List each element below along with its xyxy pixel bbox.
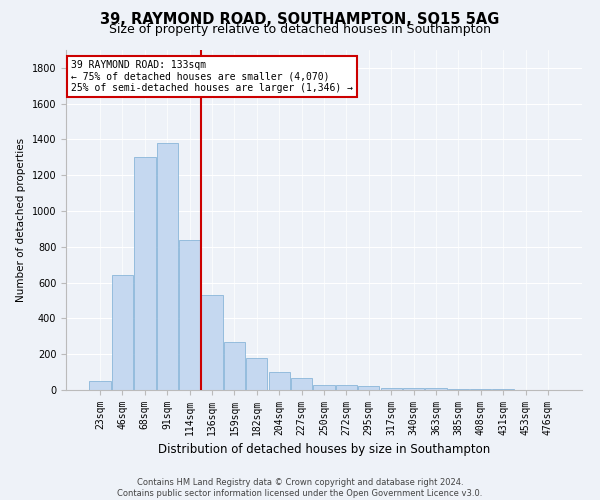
Bar — [89, 381, 111, 390]
Bar — [246, 358, 268, 390]
X-axis label: Distribution of detached houses by size in Southampton: Distribution of detached houses by size … — [158, 444, 490, 456]
Text: 39 RAYMOND ROAD: 133sqm
← 75% of detached houses are smaller (4,070)
25% of semi: 39 RAYMOND ROAD: 133sqm ← 75% of detache… — [71, 60, 353, 94]
Bar — [336, 384, 357, 390]
Text: Size of property relative to detached houses in Southampton: Size of property relative to detached ho… — [109, 22, 491, 36]
Bar — [112, 276, 133, 390]
Bar — [134, 158, 155, 390]
Bar — [403, 388, 424, 390]
Bar — [269, 372, 290, 390]
Bar — [358, 386, 379, 390]
Bar — [493, 389, 514, 390]
Bar — [179, 240, 200, 390]
Bar — [313, 384, 335, 390]
Bar — [291, 378, 312, 390]
Bar — [380, 388, 402, 390]
Bar — [157, 143, 178, 390]
Y-axis label: Number of detached properties: Number of detached properties — [16, 138, 26, 302]
Bar — [448, 389, 469, 390]
Bar — [425, 388, 446, 390]
Text: Contains HM Land Registry data © Crown copyright and database right 2024.
Contai: Contains HM Land Registry data © Crown c… — [118, 478, 482, 498]
Bar — [224, 342, 245, 390]
Bar — [470, 389, 491, 390]
Bar — [202, 295, 223, 390]
Text: 39, RAYMOND ROAD, SOUTHAMPTON, SO15 5AG: 39, RAYMOND ROAD, SOUTHAMPTON, SO15 5AG — [100, 12, 500, 28]
